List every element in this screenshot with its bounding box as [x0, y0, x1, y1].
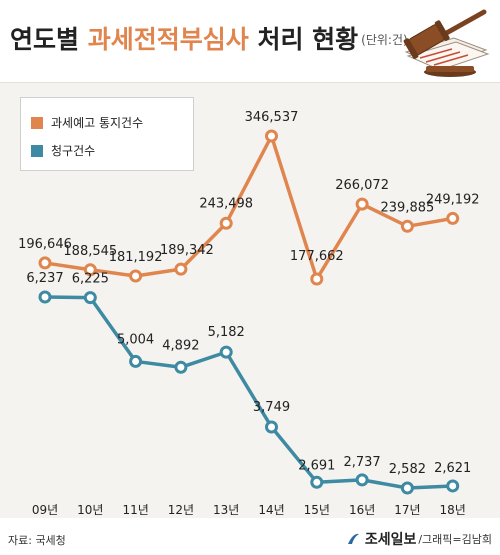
legend-label-notice: 과세예고 통지건수 — [51, 116, 144, 130]
data-point — [129, 269, 143, 283]
data-label: 6,237 — [26, 271, 63, 286]
page-title: 연도별 과세전적부심사 처리 현황 (단위:건) — [10, 20, 408, 56]
data-point — [219, 216, 233, 230]
documents-icon — [404, 37, 490, 71]
data-label: 2,582 — [389, 462, 426, 477]
x-tick-label: 12년 — [168, 503, 194, 517]
data-point — [355, 197, 369, 211]
data-point — [265, 129, 278, 143]
legend-item-notice: 과세예고 통지건수 — [31, 114, 143, 131]
data-point — [310, 272, 324, 286]
x-tick-label: 16년 — [349, 503, 375, 517]
legend-swatch-claims — [31, 144, 43, 157]
data-label: 177,662 — [290, 249, 344, 264]
data-point — [174, 262, 188, 276]
x-tick-label: 14년 — [258, 503, 284, 517]
data-label: 4,892 — [162, 338, 199, 353]
x-tick-label: 17년 — [394, 503, 420, 517]
source-note: 자료: 국세청 — [8, 534, 66, 547]
credit-block: 조세일보 /그래픽=김남희 — [345, 529, 492, 549]
title-prefix: 연도별 — [10, 25, 88, 54]
data-label: 2,691 — [298, 458, 335, 473]
x-tick-label: 15년 — [304, 503, 330, 517]
data-label: 181,192 — [109, 250, 163, 265]
data-label: 5,004 — [117, 332, 154, 347]
legend-swatch-notice — [31, 116, 43, 129]
data-label: 6,225 — [72, 272, 109, 287]
legend: 과세예고 통지건수 청구건수 — [20, 97, 194, 171]
title-highlight: 과세전적부심사 — [87, 25, 249, 54]
data-label: 188,545 — [63, 244, 117, 259]
unit-label: (단위:건) — [361, 33, 408, 47]
data-point — [174, 360, 188, 374]
legend-label-claims: 청구건수 — [51, 144, 96, 158]
data-label: 189,342 — [160, 243, 214, 258]
x-tick-label: 11년 — [122, 503, 148, 517]
brand-name: 조세일보 — [364, 532, 417, 548]
data-point — [400, 481, 414, 495]
data-point — [310, 475, 324, 489]
legend-item-claims: 청구건수 — [31, 142, 95, 159]
data-label: 249,192 — [426, 192, 480, 207]
data-point — [83, 291, 97, 305]
data-label: 2,621 — [434, 461, 471, 476]
data-point — [219, 345, 233, 359]
data-label: 243,498 — [199, 196, 253, 211]
chart-area: 09년 10년 11년 12년 13년 14년 15년 16년 17년 18년 196,646 188… — [0, 82, 500, 520]
x-tick-label: 10년 — [77, 503, 103, 517]
x-tick-label: 18년 — [440, 503, 466, 517]
graphic-credit: /그래픽=김남희 — [418, 533, 492, 546]
data-point — [38, 256, 52, 270]
data-label: 196,646 — [18, 237, 72, 252]
footer: 자료: 국세청 조세일보 /그래픽=김남희 — [0, 518, 500, 555]
series-line — [44, 134, 453, 281]
series-line — [44, 295, 453, 490]
data-point — [400, 219, 414, 233]
data-point — [446, 211, 460, 225]
brand-logo-icon — [347, 533, 359, 544]
data-point — [83, 263, 97, 277]
x-tick-label: 09년 — [32, 503, 58, 517]
line-chart: 09년 10년 11년 12년 13년 14년 15년 16년 17년 18년 196,646188… — [18, 110, 480, 517]
data-point — [265, 420, 278, 434]
x-tick-label: 13년 — [213, 503, 239, 517]
data-label: 266,072 — [335, 178, 389, 193]
data-point — [355, 473, 369, 487]
header: 연도별 과세전적부심사 처리 현황 (단위:건) — [0, 0, 500, 82]
gavel-icon — [403, 9, 490, 77]
data-label: 239,885 — [381, 200, 435, 215]
data-point — [129, 354, 143, 368]
data-label: 346,537 — [245, 110, 299, 125]
data-label: 2,737 — [343, 455, 380, 470]
data-point — [38, 290, 52, 304]
title-suffix: 처리 현황 — [248, 25, 359, 54]
data-label: 5,182 — [208, 325, 245, 340]
data-label: 3,749 — [253, 400, 290, 415]
data-point — [446, 479, 460, 493]
